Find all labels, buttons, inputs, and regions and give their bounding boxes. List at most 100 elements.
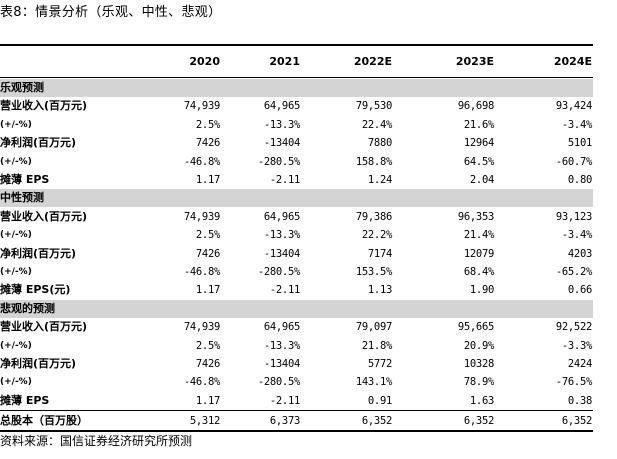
table-cell: -3.4%: [561, 229, 592, 242]
table-cell: 6,352: [463, 415, 494, 427]
column-header-2021: 2021: [269, 55, 300, 68]
table-cell: 2.5%: [195, 118, 220, 131]
section-header-row: 中性预测: [0, 189, 593, 208]
table-cell: 4203: [567, 247, 592, 260]
table-row: (+/-%) -46.8% -280.5% 153.5% 68.4% -65.2%: [0, 263, 593, 281]
table-cell: -46.8%: [183, 155, 220, 168]
table-row: 净利润(百万元) 7426 -13404 7174 12079 4203: [0, 245, 593, 263]
table-cell: -65.2%: [555, 266, 592, 278]
table-cell: 95,665: [457, 321, 494, 334]
table-cell: 2424: [567, 358, 592, 370]
table-cell: 93,424: [555, 100, 592, 113]
table-cell: 79,530: [355, 100, 392, 113]
table-cell: 5,312: [189, 415, 220, 427]
table-cell: 7426: [195, 137, 220, 150]
table-cell: -2.11: [269, 394, 300, 407]
section-label: 悲观的预测: [0, 301, 55, 315]
table-cell: 1.17: [195, 284, 220, 297]
table-cell: 78.9%: [463, 376, 494, 389]
table-cell: 20.9%: [463, 339, 494, 352]
table-row: 净利润(百万元) 7426 -13404 5772 10328 2424: [0, 355, 593, 373]
table-cell: 7880: [367, 137, 392, 150]
table-row: 摊薄 EPS 1.17 -2.11 1.24 2.04 0.80: [0, 171, 593, 189]
row-label: (+/-%): [0, 377, 32, 388]
table-row: 营业收入(百万元) 74,939 64,965 79,530 96,698 93,424: [0, 97, 593, 115]
table-cell: 153.5%: [355, 266, 392, 278]
section-header-row: 乐观预测: [0, 79, 593, 97]
table-cell: 0.38: [567, 394, 592, 407]
column-header-2024e: 2024E: [553, 55, 592, 68]
section-header-row: 悲观的预测: [0, 299, 593, 318]
table-cell: 1.90: [469, 284, 494, 297]
table-cell: 2.04: [469, 174, 494, 186]
row-label: 营业收入(百万元): [0, 209, 88, 223]
table-cell: -60.7%: [555, 155, 592, 168]
table-cell: 7426: [195, 358, 220, 370]
table-row: 摊薄 EPS 1.17 -2.11 0.91 1.63 0.38: [0, 392, 593, 410]
table-cell: 22.4%: [361, 118, 392, 131]
row-label: 摊薄 EPS(元): [0, 283, 71, 297]
table-cell: 1.13: [367, 284, 392, 297]
row-label: 营业收入(百万元): [0, 99, 88, 113]
table-row: (+/-%) -46.8% -280.5% 143.1% 78.9% -76.5%: [0, 373, 593, 391]
table-cell: 0.66: [567, 284, 592, 297]
table-cell: 1.17: [195, 174, 220, 186]
table-cell: 6,352: [361, 415, 392, 427]
table-cell: 5772: [367, 358, 392, 370]
column-header-2020: 2020: [189, 55, 220, 68]
table-cell: -3.3%: [561, 339, 592, 352]
table-row: 营业收入(百万元) 74,939 64,965 79,097 95,665 92,522: [0, 318, 593, 336]
table-cell: 5101: [567, 137, 592, 150]
table-cell: 158.8%: [355, 155, 392, 168]
table-cell: 7426: [195, 247, 220, 260]
table-cell: 22.2%: [361, 229, 392, 242]
table-cell: 64.5%: [463, 155, 494, 168]
table-cell: 2.5%: [195, 229, 220, 242]
table-cell: 21.6%: [463, 118, 494, 131]
table-cell: 0.80: [567, 174, 592, 186]
row-label: 营业收入(百万元): [0, 320, 88, 334]
row-label: 摊薄 EPS: [0, 173, 50, 186]
row-label: (+/-%): [0, 119, 32, 130]
table-cell: 10328: [463, 358, 494, 370]
table-cell: -2.11: [269, 174, 300, 186]
table-row: 营业收入(百万元) 74,939 64,965 79,386 96,353 93,123: [0, 208, 593, 226]
row-label: (+/-%): [0, 156, 32, 167]
top-rule: [0, 44, 593, 46]
table-cell: -3.4%: [561, 118, 592, 131]
table-cell: 93,123: [555, 210, 592, 223]
table-cell: 96,353: [457, 210, 494, 223]
table-row: (+/-%) 2.5% -13.3% 21.8% 20.9% -3.3%: [0, 337, 593, 355]
table-cell: -76.5%: [555, 376, 592, 389]
column-header-2023e: 2023E: [455, 55, 494, 68]
header-rule: [0, 77, 593, 78]
table-cell: 64,965: [263, 210, 300, 223]
table-cell: 21.8%: [361, 339, 392, 352]
table-cell: 74,939: [183, 210, 220, 223]
row-label: (+/-%): [0, 267, 32, 277]
row-label: 净利润(百万元): [0, 357, 77, 370]
table-cell: 74,939: [183, 100, 220, 113]
table-cell: 6,352: [561, 415, 592, 427]
total-row: 总股本（百万股） 5,312 6,373 6,352 6,352 6,352: [0, 412, 593, 430]
table-cell: 0.91: [367, 394, 392, 407]
table-row: (+/-%) 2.5% -13.3% 22.4% 21.6% -3.4%: [0, 116, 593, 134]
table-cell: 79,097: [355, 321, 392, 334]
table-cell: 6,373: [269, 415, 300, 427]
table-row: 摊薄 EPS(元) 1.17 -2.11 1.13 1.90 0.66: [0, 281, 593, 299]
table-title: 表8：情景分析（乐观、中性、悲观）: [0, 5, 222, 20]
table-cell: 68.4%: [463, 266, 494, 278]
table-cell: -46.8%: [183, 376, 220, 389]
table-cell: 74,939: [183, 321, 220, 334]
table-cell: 92,522: [555, 321, 592, 334]
table-row: (+/-%) 2.5% -13.3% 22.2% 21.4% -3.4%: [0, 226, 593, 244]
row-label: 净利润(百万元): [0, 136, 77, 150]
table-cell: -280.5%: [257, 155, 300, 168]
total-rule: [0, 410, 593, 411]
table-cell: 64,965: [263, 321, 300, 334]
table-cell: -13.3%: [263, 339, 300, 352]
table-cell: -13404: [263, 137, 300, 150]
table-cell: 79,386: [355, 210, 392, 223]
table-cell: 21.4%: [463, 229, 494, 242]
table-cell: -13.3%: [263, 118, 300, 131]
